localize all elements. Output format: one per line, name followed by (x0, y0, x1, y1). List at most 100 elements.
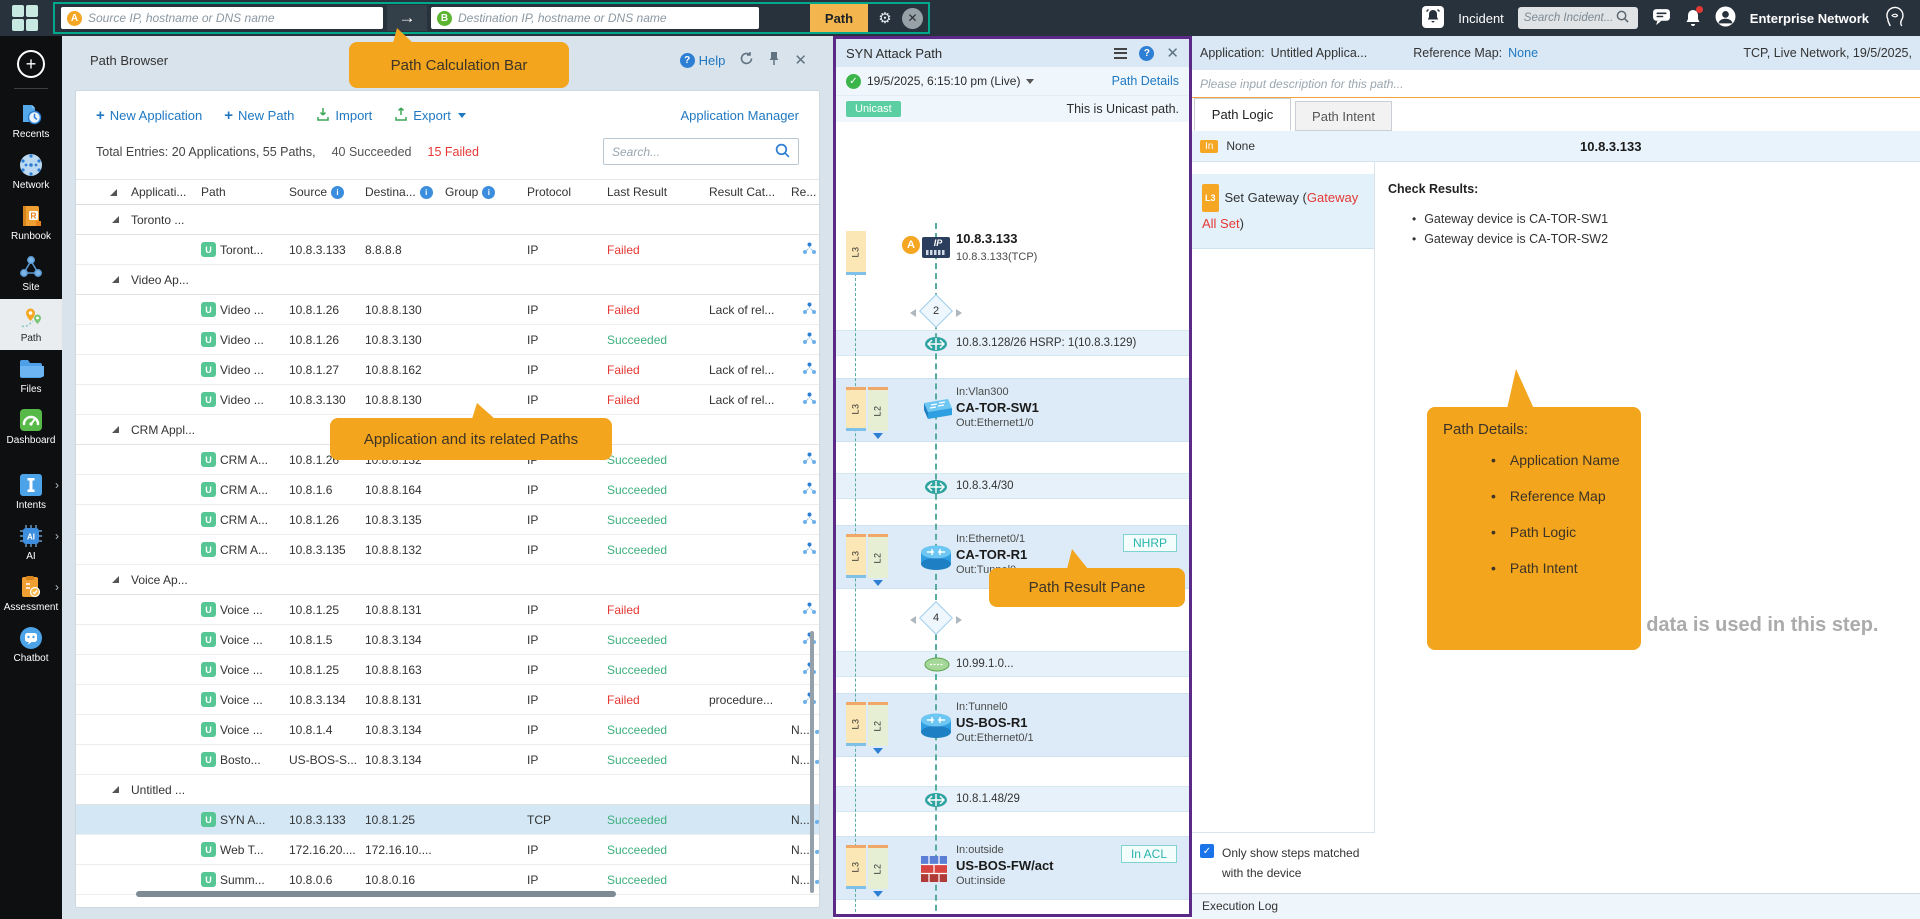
hop-count-step[interactable]: 4 (836, 600, 1189, 638)
result-map-icon[interactable] (802, 302, 817, 318)
help-button[interactable]: ? Help (679, 52, 725, 68)
path-row[interactable]: U CRM A... 10.8.1.26 10.8.3.135 IP Succeeded (76, 505, 819, 535)
sidebar-item-assessment[interactable]: Assessment › (0, 568, 62, 619)
l2-tab[interactable]: L2 (868, 845, 888, 889)
application-group-row[interactable]: Video Ap... (76, 265, 819, 295)
incident-icon[interactable] (1422, 5, 1445, 31)
source-input[interactable] (88, 11, 377, 25)
col-source[interactable]: Source i (289, 185, 365, 199)
device-name[interactable]: CA-TOR-R1 (956, 547, 1028, 562)
path-row[interactable]: U Voice ... 10.8.3.134 10.8.8.131 IP Failed pr… (76, 685, 819, 715)
result-map-icon[interactable] (814, 812, 819, 828)
path-row[interactable]: U Video ... 10.8.1.27 10.8.8.162 IP Failed Lac… (76, 355, 819, 385)
col-protocol[interactable]: Protocol (527, 185, 572, 199)
close-panel-icon[interactable]: ✕ (794, 52, 807, 69)
calculation-timestamp[interactable]: 19/5/2025, 6:15:10 pm (Live) (867, 74, 1021, 88)
router-icon[interactable] (919, 711, 953, 742)
device-name[interactable]: US-BOS-R1 (956, 715, 1028, 730)
sidebar-item-network[interactable]: Network (0, 146, 62, 197)
l3-tab[interactable]: L3 (846, 845, 866, 889)
expand-triangle-icon[interactable] (112, 786, 119, 793)
result-map-icon[interactable] (802, 332, 817, 348)
cloud-network-icon[interactable] (924, 657, 950, 675)
sidebar-item-intents[interactable]: Intents › (0, 466, 62, 517)
col-result-map[interactable]: Re... (791, 185, 817, 199)
collapse-all-icon[interactable] (110, 188, 117, 196)
close-pane-icon[interactable]: ✕ (1166, 45, 1179, 62)
table-search-input[interactable] (612, 144, 775, 159)
chevron-down-icon[interactable] (873, 748, 883, 754)
result-map-icon[interactable] (802, 362, 817, 378)
device-step-us-bos-r1[interactable]: L3 L2 In:Tunnel0 US-BOS-R1 Out:Ethernet0/1 (836, 693, 1189, 757)
media-segment-step[interactable]: 10.8.3.128/26 HSRP: 1(10.8.3.129) (836, 330, 1189, 356)
gear-icon[interactable]: ⚙ (878, 10, 892, 27)
description-placeholder[interactable]: Please input description for this path..… (1192, 70, 1920, 98)
media-network-icon[interactable] (924, 336, 948, 355)
device-name[interactable]: US-BOS-FW/act (956, 858, 1054, 873)
expand-triangle-icon[interactable] (112, 276, 119, 283)
sidebar-item-recents[interactable]: Recents (0, 95, 62, 146)
col-result-category[interactable]: Result Cat... (709, 185, 776, 199)
path-row[interactable]: U Video ... 10.8.3.130 10.8.8.130 IP Failed La… (76, 385, 819, 415)
new-application-button[interactable]: + New Application (96, 107, 203, 124)
result-map-icon[interactable] (802, 242, 817, 258)
new-path-button[interactable]: + New Path (224, 107, 295, 124)
chevron-down-icon[interactable] (873, 433, 883, 439)
result-map-icon[interactable] (802, 512, 817, 528)
result-map-icon[interactable] (814, 752, 819, 768)
sidebar-item-runbook[interactable]: R Runbook (0, 197, 62, 248)
sidebar-item-chatbot[interactable]: Chatbot (0, 619, 62, 670)
path-row[interactable]: U Voice ... 10.8.1.25 10.8.8.163 IP Succeeded (76, 655, 819, 685)
info-icon[interactable]: i (419, 185, 433, 199)
vertical-scrollbar[interactable] (810, 631, 814, 893)
chevron-down-icon[interactable] (873, 891, 883, 897)
col-group[interactable]: Group i (445, 185, 527, 199)
info-icon[interactable]: i (482, 185, 496, 199)
user-avatar-icon[interactable] (1715, 6, 1736, 30)
path-row[interactable]: U Voice ... 10.8.1.5 10.8.3.134 IP Succeeded (76, 625, 819, 655)
col-destination[interactable]: Destina... i (365, 185, 445, 199)
media-segment-step[interactable]: 10.8.3.4/30 (836, 473, 1189, 499)
result-map-icon[interactable] (802, 542, 817, 558)
l2-tab[interactable]: L2 (868, 534, 888, 578)
path-row[interactable]: U Voice ... 10.8.1.4 10.8.3.134 IP Succeeded N… (76, 715, 819, 745)
destination-input[interactable] (458, 11, 753, 25)
device-name[interactable]: CA-TOR-SW1 (956, 400, 1039, 415)
execution-log-bar[interactable]: Execution Log (1192, 893, 1920, 919)
chevron-down-icon[interactable] (1026, 78, 1035, 84)
horizontal-scrollbar[interactable] (136, 891, 616, 897)
direction-arrow-icon[interactable]: → (387, 5, 427, 31)
hop-diamond-icon[interactable]: 2 (919, 294, 953, 328)
path-row[interactable]: U Web T... 172.16.20.... 172.16.10.... IP Suc… (76, 835, 819, 865)
set-gateway-step[interactable]: L3 Set Gateway (Gateway All Set) (1192, 174, 1374, 249)
path-row[interactable]: U CRM A... 10.8.1.6 10.8.8.164 IP Succeeded (76, 475, 819, 505)
l3-tab[interactable]: L3 (846, 387, 866, 431)
sidebar-item-site[interactable]: Site (0, 248, 62, 299)
sidebar-item-path[interactable]: Path (0, 299, 62, 350)
col-application[interactable]: Applicati... (131, 185, 187, 199)
info-icon[interactable]: i (331, 185, 345, 199)
export-button[interactable]: Export (394, 107, 466, 124)
result-map-icon[interactable] (802, 482, 817, 498)
application-group-row[interactable]: Toronto ... (76, 205, 819, 235)
path-details-link[interactable]: Path Details (1111, 74, 1179, 88)
result-map-icon[interactable] (814, 842, 819, 858)
l2-tab[interactable]: L2 (868, 702, 888, 746)
incident-label[interactable]: Incident (1458, 10, 1504, 26)
menu-icon[interactable] (1114, 47, 1128, 59)
app-grid-icon[interactable] (10, 4, 40, 32)
media-network-icon[interactable] (924, 479, 948, 498)
media-segment-step[interactable]: 10.99.1.0... (836, 651, 1189, 677)
only-show-label[interactable]: Only show steps matched with the device (1222, 846, 1360, 880)
ai-assistant-icon[interactable] (1883, 6, 1906, 31)
col-last-result[interactable]: Last Result (607, 185, 668, 199)
sidebar-item-dashboard[interactable]: Dashboard (0, 401, 62, 452)
hop-diamond-icon[interactable]: 4 (919, 601, 953, 635)
ip-endpoint-icon[interactable]: IP (921, 234, 951, 265)
result-map-icon[interactable] (802, 392, 817, 408)
l3-tab[interactable]: L3 (846, 702, 866, 746)
application-manager-link[interactable]: Application Manager (680, 108, 799, 123)
refresh-icon[interactable] (739, 51, 754, 69)
result-map-icon[interactable] (802, 452, 817, 468)
pin-icon[interactable] (768, 51, 780, 69)
